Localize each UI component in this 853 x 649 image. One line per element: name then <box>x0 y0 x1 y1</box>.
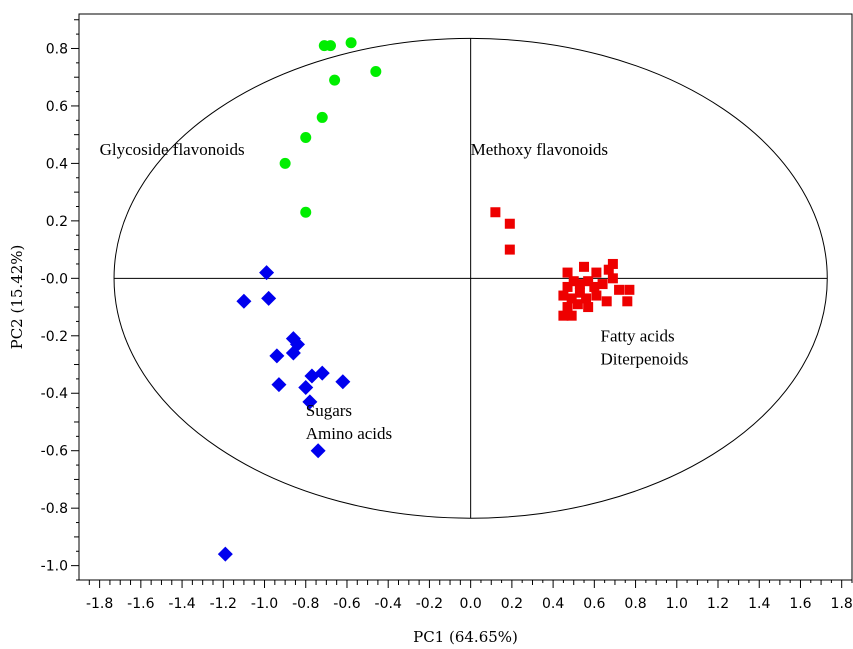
data-point-square <box>614 284 625 295</box>
data-point-square <box>601 296 612 307</box>
data-point-square <box>504 218 515 229</box>
y-tick-label: -1.0 <box>41 559 68 575</box>
data-point-circle <box>345 37 357 49</box>
data-point-square <box>562 267 573 278</box>
group-annotation: Diterpenoids <box>601 350 689 369</box>
x-tick-label: -0.2 <box>416 596 443 612</box>
group-annotation: Sugars <box>306 401 352 420</box>
x-tick-label: 0.8 <box>624 596 646 612</box>
y-axis-title: PC2 (15.42%) <box>8 245 26 350</box>
data-point-circle <box>300 206 312 218</box>
data-point-square <box>562 302 573 313</box>
data-point-square <box>579 261 590 272</box>
data-point-square <box>607 258 618 269</box>
y-tick-label: 0.4 <box>46 156 68 172</box>
group-annotation: Glycoside flavonoids <box>100 140 245 159</box>
data-point-square <box>558 310 569 321</box>
x-tick-label: 1.0 <box>666 596 688 612</box>
data-point-square <box>562 281 573 292</box>
data-point-square <box>574 287 585 298</box>
x-tick-label: 0.0 <box>460 596 482 612</box>
data-point-diamond <box>217 546 233 562</box>
y-tick-label: -0.8 <box>41 501 68 517</box>
x-tick-label: 1.8 <box>831 596 853 612</box>
data-point-square <box>624 284 635 295</box>
y-tick-label: 0.2 <box>46 214 68 230</box>
y-tick-label: -0.0 <box>41 271 68 287</box>
data-point-square <box>607 273 618 284</box>
data-point-diamond <box>259 265 275 281</box>
group-annotation: Fatty acids <box>601 327 675 346</box>
x-tick-label: 1.4 <box>748 596 770 612</box>
x-axis-title: PC1 (64.65%) <box>413 628 518 646</box>
y-tick-label: -0.2 <box>41 329 68 345</box>
x-tick-label: -1.6 <box>127 596 154 612</box>
data-point-square <box>558 290 569 301</box>
x-tick-label: 0.6 <box>583 596 605 612</box>
data-point-diamond <box>298 380 314 396</box>
y-tick-label: -0.6 <box>41 444 68 460</box>
y-tick-label: 0.6 <box>46 99 68 115</box>
data-point-square <box>581 293 592 304</box>
data-point-diamond <box>271 377 287 393</box>
data-point-square <box>490 207 501 218</box>
data-point-diamond <box>261 290 277 306</box>
x-tick-label: -1.4 <box>168 596 195 612</box>
x-tick-label: -0.4 <box>375 596 402 612</box>
x-tick-label: 1.6 <box>789 596 811 612</box>
x-tick-label: -0.8 <box>292 596 319 612</box>
data-point-circle <box>300 132 312 144</box>
data-point-square <box>574 279 585 290</box>
data-point-square <box>597 279 608 290</box>
x-tick-label: 0.2 <box>501 596 523 612</box>
data-point-diamond <box>236 293 252 309</box>
data-point-diamond <box>335 374 351 390</box>
data-point-diamond <box>310 443 326 459</box>
plot-frame <box>78 13 853 581</box>
x-tick-label: 1.2 <box>707 596 729 612</box>
data-point-diamond <box>302 394 318 410</box>
reference-lines <box>113 37 828 519</box>
data-point-square <box>583 302 594 313</box>
data-point-circle <box>324 40 336 52</box>
data-point-square <box>504 244 515 255</box>
data-point-square <box>591 290 602 301</box>
x-tick-label: -1.8 <box>86 596 113 612</box>
y-tick-label: -0.4 <box>41 386 68 402</box>
data-points <box>217 37 635 562</box>
group-annotation: Methoxy flavonoids <box>471 140 608 159</box>
data-point-diamond <box>285 345 301 361</box>
data-point-square <box>568 276 579 287</box>
data-point-circle <box>329 74 341 86</box>
x-tick-label: -0.6 <box>333 596 360 612</box>
data-point-diamond <box>314 365 330 381</box>
data-point-circle <box>316 111 328 123</box>
axis-ticks: -1.8 -1.6 -1.4 -1.2 -1.0 -0.8 -0.6 -0.4 -0.2 0.0 0… <box>41 13 853 612</box>
data-point-diamond <box>269 348 285 364</box>
data-point-square <box>572 299 583 310</box>
data-point-square <box>589 281 600 292</box>
data-point-circle <box>279 157 291 169</box>
x-tick-label: 0.4 <box>542 596 564 612</box>
x-tick-label: -1.0 <box>251 596 278 612</box>
data-point-square <box>603 264 614 275</box>
data-point-square <box>591 267 602 278</box>
y-tick-label: 0.8 <box>46 41 68 57</box>
data-point-square <box>566 310 577 321</box>
group-annotation: Amino acids <box>306 424 392 443</box>
data-point-circle <box>370 65 382 77</box>
data-point-square <box>566 293 577 304</box>
data-point-square <box>583 276 594 287</box>
plot-area: -1.8 -1.6 -1.4 -1.2 -1.0 -0.8 -0.6 -0.4 -0.2 0.0 0… <box>41 13 853 612</box>
annotations: Glycoside flavonoids Methoxy flavonoids Fa… <box>100 140 689 443</box>
data-point-square <box>622 296 633 307</box>
x-tick-label: -1.2 <box>210 596 237 612</box>
